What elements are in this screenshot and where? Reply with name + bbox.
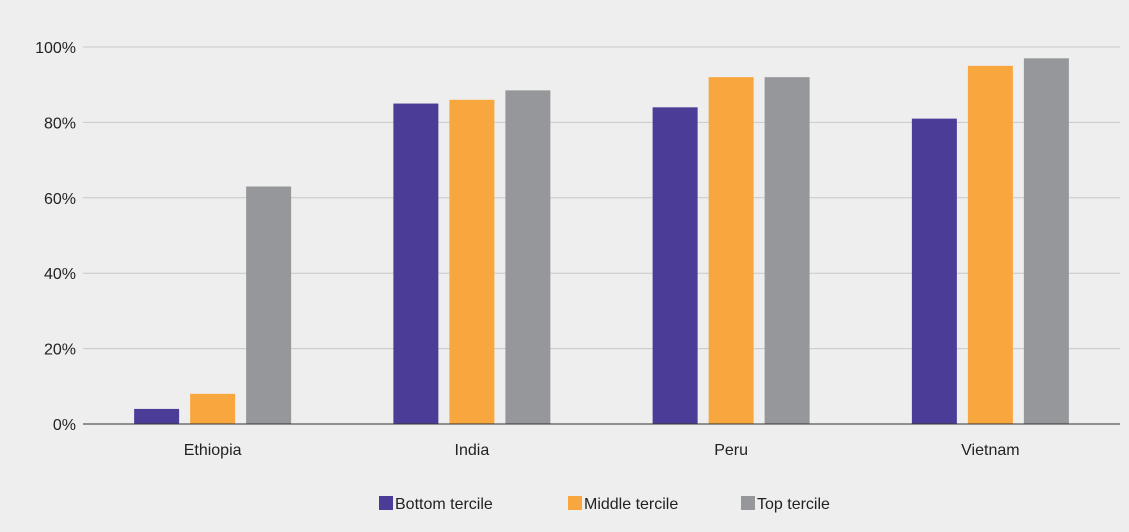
bar: [505, 90, 551, 424]
bar: [449, 99, 495, 424]
legend-swatch: [379, 496, 393, 510]
gridlines: [83, 46, 1120, 350]
y-tick-label: 60%: [44, 191, 76, 208]
y-tick-label: 20%: [44, 342, 76, 359]
y-tick-label: 100%: [35, 40, 76, 57]
x-tick-label: India: [455, 442, 490, 459]
bars: [134, 58, 1069, 425]
bar: [190, 393, 236, 424]
y-tick-label: 80%: [44, 115, 76, 132]
x-tick-label: Vietnam: [961, 442, 1019, 459]
legend-label: Bottom tercile: [395, 496, 493, 513]
bar: [1023, 58, 1069, 425]
x-axis: Ethiopia India Peru Vietnam: [184, 442, 1020, 459]
bar: [764, 77, 810, 424]
x-tick-label: Peru: [714, 442, 748, 459]
x-tick-label: Ethiopia: [184, 442, 242, 459]
bar: [911, 118, 957, 424]
bar: [393, 103, 439, 425]
y-tick-label: 0%: [53, 417, 76, 434]
y-axis: 0% 20% 40% 60% 80% 100%: [35, 40, 76, 434]
legend-label: Middle tercile: [584, 496, 678, 513]
legend-swatch: [568, 496, 582, 510]
bar: [134, 408, 180, 424]
legend-swatch: [741, 496, 755, 510]
bar: [967, 65, 1013, 424]
bar: [708, 77, 754, 424]
legend: Bottom tercile Middle tercile Top tercile: [379, 496, 830, 513]
y-tick-label: 40%: [44, 266, 76, 283]
bar: [246, 186, 292, 424]
bar: [652, 107, 698, 424]
legend-label: Top tercile: [757, 496, 830, 513]
